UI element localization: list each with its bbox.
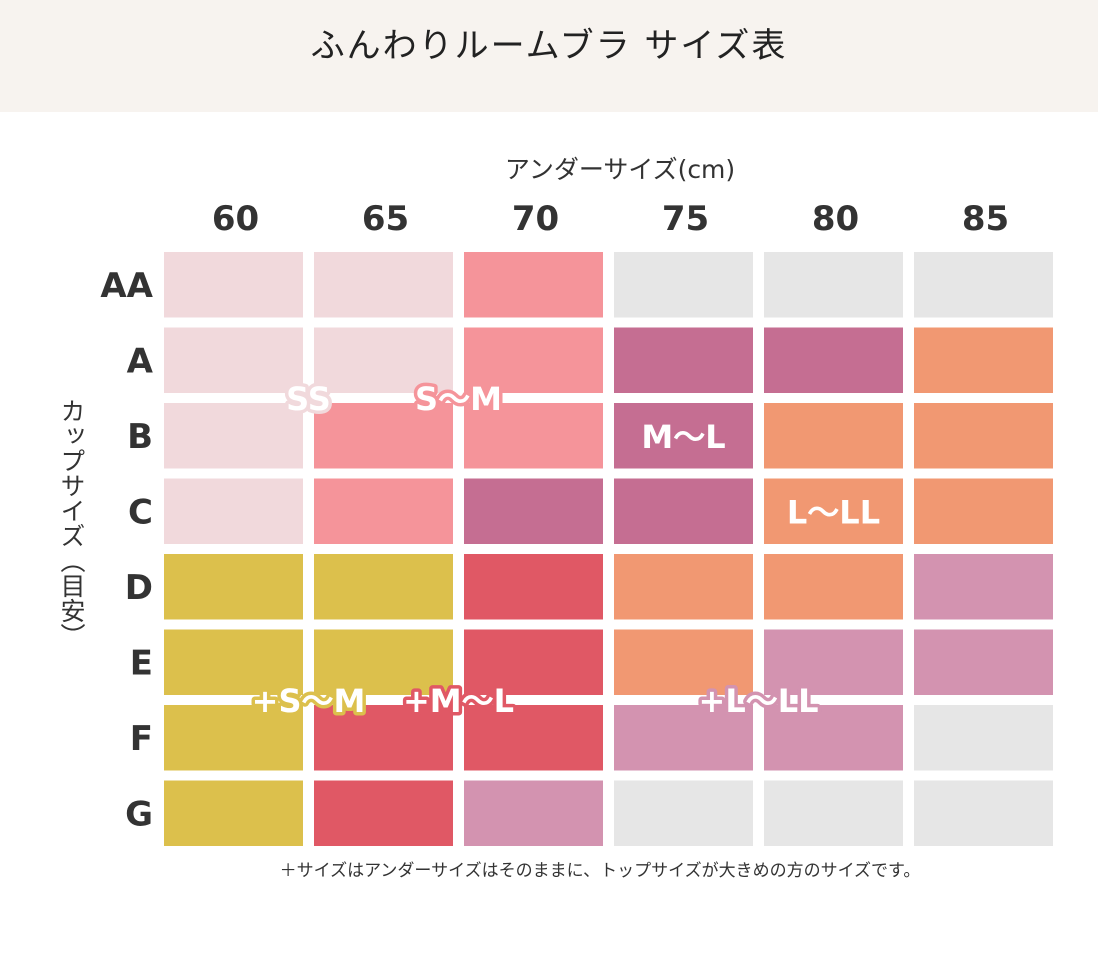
size-label: L〜LL xyxy=(787,493,880,531)
cell-C-65 xyxy=(314,478,453,544)
column-label: 75 xyxy=(662,199,709,239)
row-label: D xyxy=(125,568,153,608)
cell-D-85 xyxy=(914,554,1053,620)
cell-E-75 xyxy=(614,629,753,695)
cell-D-80 xyxy=(764,554,903,620)
column-label: 85 xyxy=(962,199,1009,239)
cell-AA-60 xyxy=(164,252,303,318)
row-label: C xyxy=(128,492,153,532)
cell-C-60 xyxy=(164,478,303,544)
size-label: +L〜LL xyxy=(699,682,819,720)
footnote: ＋サイズはアンダーサイズはそのままに、トップサイズが大きめの方のサイズです。 xyxy=(279,861,921,881)
cell-F-60 xyxy=(164,705,303,771)
column-label: 65 xyxy=(362,199,409,239)
cell-D-75 xyxy=(614,554,753,620)
cell-G-80 xyxy=(764,780,903,846)
cell-F-75 xyxy=(614,705,753,771)
cell-E-60 xyxy=(164,629,303,695)
row-label: E xyxy=(130,643,153,683)
cell-A-75 xyxy=(614,327,753,393)
cell-A-60 xyxy=(164,327,303,393)
size-label: M〜L xyxy=(641,418,725,456)
size-label: SS xyxy=(286,380,331,418)
cell-A-70 xyxy=(464,327,603,393)
cell-AA-65 xyxy=(314,252,453,318)
cell-B-75 xyxy=(614,403,753,469)
cell-E-65 xyxy=(314,629,453,695)
cell-D-65 xyxy=(314,554,453,620)
cell-E-85 xyxy=(914,629,1053,695)
cell-E-80 xyxy=(764,629,903,695)
row-label: B xyxy=(127,417,153,457)
cell-F-80 xyxy=(764,705,903,771)
cell-D-60 xyxy=(164,554,303,620)
cell-F-65 xyxy=(314,705,453,771)
cell-AA-85 xyxy=(914,252,1053,318)
cell-G-75 xyxy=(614,780,753,846)
cell-G-85 xyxy=(914,780,1053,846)
column-label: 80 xyxy=(812,199,859,239)
cell-B-70 xyxy=(464,403,603,469)
cell-A-85 xyxy=(914,327,1053,393)
cell-AA-70 xyxy=(464,252,603,318)
cell-AA-75 xyxy=(614,252,753,318)
header-band xyxy=(0,0,1098,112)
cell-G-70 xyxy=(464,780,603,846)
cell-G-65 xyxy=(314,780,453,846)
size-label: +S〜M xyxy=(252,682,366,720)
cell-B-60 xyxy=(164,403,303,469)
cell-C-80 xyxy=(764,478,903,544)
size-label: +M〜L xyxy=(403,682,514,720)
row-label: A xyxy=(127,341,154,381)
cell-AA-80 xyxy=(764,252,903,318)
column-label: 70 xyxy=(512,199,559,239)
cell-F-70 xyxy=(464,705,603,771)
page-title: ふんわりルームブラ サイズ表 xyxy=(310,26,788,66)
y-axis-label: カップサイズ（目安） xyxy=(57,398,86,648)
cell-F-85 xyxy=(914,705,1053,771)
cell-D-70 xyxy=(464,554,603,620)
column-label: 60 xyxy=(212,199,259,239)
cell-B-80 xyxy=(764,403,903,469)
row-label: G xyxy=(125,794,153,834)
cell-A-65 xyxy=(314,327,453,393)
cell-G-60 xyxy=(164,780,303,846)
cell-C-85 xyxy=(914,478,1053,544)
cell-C-70 xyxy=(464,478,603,544)
size-label: S〜M xyxy=(415,380,502,418)
x-axis-label: アンダーサイズ(cm) xyxy=(504,155,736,184)
row-label: AA xyxy=(100,266,153,306)
cell-B-65 xyxy=(314,403,453,469)
cell-A-80 xyxy=(764,327,903,393)
row-label: F xyxy=(130,719,153,759)
cell-C-75 xyxy=(614,478,753,544)
cell-E-70 xyxy=(464,629,603,695)
cell-B-85 xyxy=(914,403,1053,469)
